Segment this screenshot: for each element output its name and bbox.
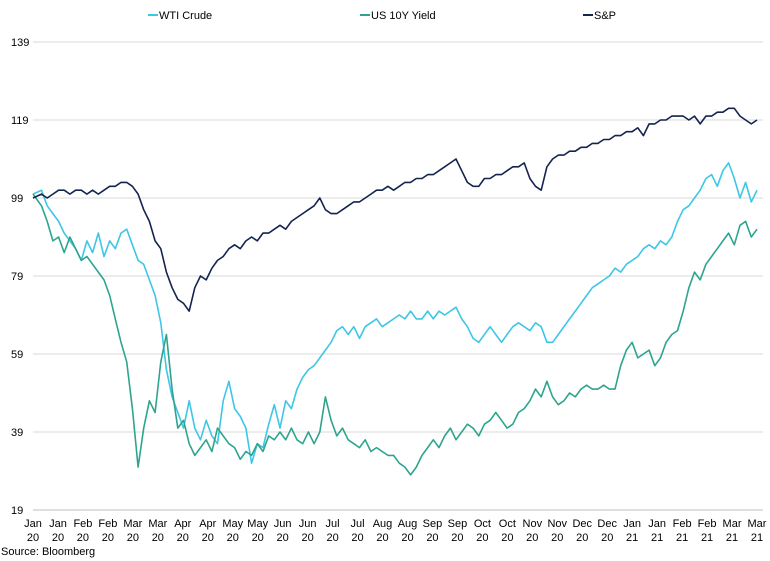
y-tick-label-4: 99 <box>11 193 23 205</box>
x-tick-label-2: Feb 20 <box>73 518 92 544</box>
x-tick-label-3: Feb 20 <box>98 518 117 544</box>
x-tick-label-13: Jul 20 <box>351 518 365 544</box>
series-line-2 <box>32 107 758 312</box>
x-tick-label-24: Jan 21 <box>623 518 641 544</box>
x-tick-label-17: Sep 20 <box>448 518 468 544</box>
x-tick-label-27: Feb 21 <box>698 518 717 544</box>
y-tick-label-3: 79 <box>11 271 23 283</box>
legend-label-0: WTI Crude <box>159 10 212 22</box>
x-tick-label-0: Jan 20 <box>24 518 42 544</box>
y-tick-label-5: 119 <box>11 115 29 127</box>
x-tick-label-6: Apr 20 <box>174 518 191 544</box>
x-tick-label-4: Mar 20 <box>123 518 142 544</box>
y-axis: 19 39 59 79 99 119 139 <box>11 37 29 517</box>
x-axis: Jan 20 Jan 20 Feb 20 Feb 20 Mar 20 Mar 20 Apr 20 Apr 20… <box>24 518 767 544</box>
x-tick-label-15: Aug 20 <box>398 518 418 544</box>
x-tick-label-21: Nov 20 <box>547 518 567 544</box>
y-tick-label-6: 139 <box>11 37 29 49</box>
y-tick-label-2: 59 <box>11 349 23 361</box>
gridlines <box>33 41 763 511</box>
x-tick-label-20: Nov 20 <box>523 518 543 544</box>
series-line-0 <box>32 162 758 464</box>
x-tick-label-12: Jul 20 <box>326 518 340 544</box>
x-tick-label-7: Apr 20 <box>199 518 216 544</box>
source-note: Source: Bloomberg <box>1 546 96 558</box>
x-tick-label-19: Oct 20 <box>499 518 516 544</box>
x-tick-label-22: Dec 20 <box>572 518 592 544</box>
legend-label-2: S&P <box>594 10 616 22</box>
legend: WTI Crude US 10Y Yield S&P <box>148 10 616 22</box>
x-tick-label-8: May 20 <box>222 518 243 544</box>
x-tick-label-26: Feb 21 <box>673 518 692 544</box>
x-tick-label-23: Dec 20 <box>597 518 617 544</box>
x-tick-label-18: Oct 20 <box>474 518 491 544</box>
x-tick-label-25: Jan 21 <box>648 518 666 544</box>
y-tick-label-0: 19 <box>11 505 23 517</box>
series-lines <box>32 107 758 476</box>
x-tick-label-16: Sep 20 <box>423 518 443 544</box>
x-tick-label-10: Jun 20 <box>274 518 292 544</box>
x-tick-label-1: Jan 20 <box>49 518 67 544</box>
x-tick-label-14: Aug 20 <box>373 518 393 544</box>
x-tick-label-5: Mar 20 <box>148 518 167 544</box>
x-tick-label-29: Mar 21 <box>748 518 767 544</box>
y-tick-label-1: 39 <box>11 427 23 439</box>
x-tick-label-11: Jun 20 <box>299 518 317 544</box>
x-tick-label-28: Mar 21 <box>723 518 742 544</box>
x-tick-label-9: May 20 <box>247 518 268 544</box>
legend-label-1: US 10Y Yield <box>371 10 436 22</box>
series-line-1 <box>32 193 758 476</box>
